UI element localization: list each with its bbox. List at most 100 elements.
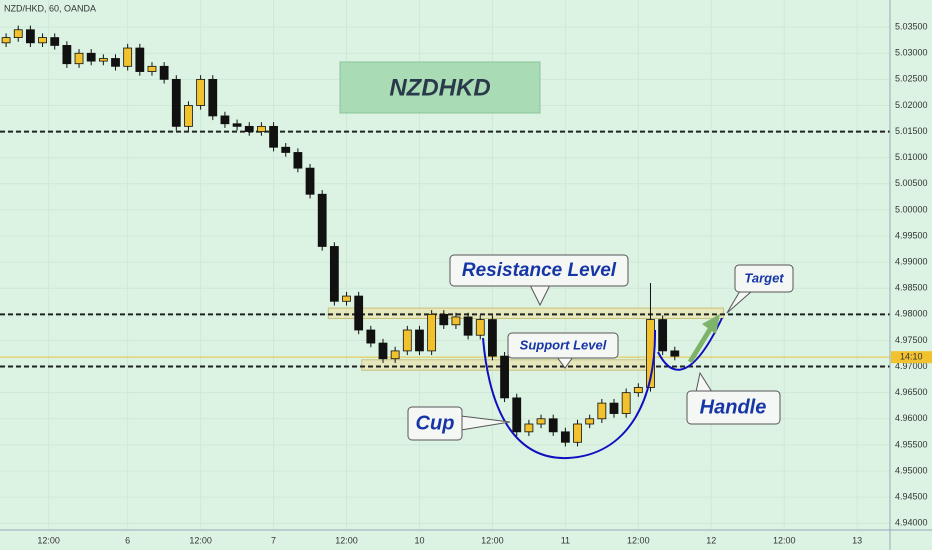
y-tick-label: 4.98500 [895, 283, 928, 293]
handle-label: Handle [700, 396, 767, 418]
target-box [734, 264, 794, 293]
x-tick-label: 12:00 [37, 535, 60, 545]
candle-body [293, 152, 303, 169]
target-arrow [687, 324, 715, 364]
price-tag-label: 14:10 [900, 352, 923, 362]
y-tick-label: 4.96000 [895, 413, 928, 423]
x-tick-label: 6 [125, 535, 130, 545]
y-tick-label: 5.03500 [895, 22, 928, 32]
candle-body [354, 295, 364, 331]
candle-body [390, 350, 400, 360]
y-tick-label: 5.01500 [895, 126, 928, 136]
support-box [507, 332, 619, 359]
cup-curve [482, 329, 657, 460]
candle-body [62, 45, 72, 65]
candle-body [548, 418, 558, 433]
cup-box [407, 406, 463, 441]
pointer [556, 356, 574, 369]
candle-body [560, 431, 570, 443]
y-tick-label: 4.99500 [895, 230, 928, 240]
handle-box [686, 390, 781, 425]
candle-body [342, 295, 351, 302]
candle-body [232, 123, 242, 127]
y-tick-label: 5.00000 [895, 204, 928, 214]
candle-body [159, 65, 169, 80]
y-tick-label: 4.96500 [895, 387, 928, 397]
y-tick-label: 4.94500 [895, 491, 928, 501]
cup-label: Cup [416, 412, 455, 434]
support-label: Support Level [520, 337, 607, 352]
overlay: NZDHKD Resistance Level Support Level Cu… [339, 61, 794, 460]
candle-body [257, 125, 266, 132]
candle-body [317, 193, 327, 247]
x-tick-label: 12:00 [335, 535, 358, 545]
candle-body [573, 423, 582, 443]
candle-body [329, 246, 339, 302]
resistance-box [449, 254, 629, 287]
pointer [726, 290, 753, 314]
candle-body [196, 78, 206, 106]
candles [1, 25, 680, 447]
x-tick-label: 11 [561, 535, 570, 545]
y-tick-label: 5.03000 [895, 48, 928, 58]
candle-body [597, 402, 607, 420]
y-tick-label: 4.95000 [895, 465, 928, 475]
candle-body [135, 47, 145, 72]
x-tick-label: 12 [706, 535, 716, 545]
arrow-head [702, 314, 720, 334]
pointer [460, 415, 511, 431]
candle-body [86, 52, 96, 62]
candle-body [208, 78, 218, 117]
candle-body [50, 37, 60, 46]
y-tick-label: 4.97000 [895, 361, 928, 371]
candle-body [427, 313, 437, 352]
candle-body [609, 402, 619, 414]
candle-body [74, 52, 84, 65]
candle-body [281, 146, 291, 153]
candle-body [524, 423, 534, 433]
candle-body [378, 342, 388, 360]
zone [327, 307, 724, 320]
y-tick-label: 4.95500 [895, 439, 928, 449]
y-tick-label: 4.97500 [895, 335, 928, 345]
y-tick-label: 5.01000 [895, 152, 928, 162]
candle-body [25, 29, 35, 44]
candle-body [488, 319, 497, 357]
candle-body [111, 58, 120, 67]
x-tick-label: 12:00 [773, 535, 796, 545]
candle-body [305, 167, 315, 195]
y-tick-label: 5.02500 [895, 74, 928, 84]
y-tick-label: 4.98000 [895, 309, 928, 319]
candle-body [536, 418, 546, 425]
candle-body [98, 58, 108, 62]
axes: 4.94000 4.94500 4.95000 4.95500 4.96000 4.965… [37, 22, 932, 545]
candle-body [38, 37, 47, 44]
title: NZDHKD [389, 74, 490, 101]
x-tick-label: 12:00 [481, 535, 504, 545]
y-tick-label: 4.94000 [895, 518, 928, 528]
resistance-label: Resistance Level [462, 260, 617, 281]
candle-body [1, 37, 11, 44]
candle-body [244, 125, 254, 132]
candle-body [633, 387, 643, 394]
candle-body [621, 392, 631, 414]
pointer [695, 371, 713, 393]
y-tick-label: 5.02000 [895, 100, 928, 110]
candle-body [147, 65, 157, 72]
candle-body [451, 316, 461, 326]
candle-body [463, 316, 473, 336]
candle-body [220, 115, 230, 125]
candle-body [123, 47, 133, 67]
candle-body [171, 78, 181, 127]
x-tick-label: 10 [414, 535, 424, 545]
x-tick-label: 13 [852, 535, 862, 545]
candle-body [13, 29, 23, 38]
candle-body [670, 350, 680, 357]
x-tick-label: 12:00 [627, 535, 650, 545]
price-axis [890, 0, 932, 550]
candle-body [585, 418, 595, 425]
candle-body [415, 329, 424, 352]
y-tick-label: 4.99000 [895, 257, 928, 267]
candle-body [184, 105, 193, 127]
